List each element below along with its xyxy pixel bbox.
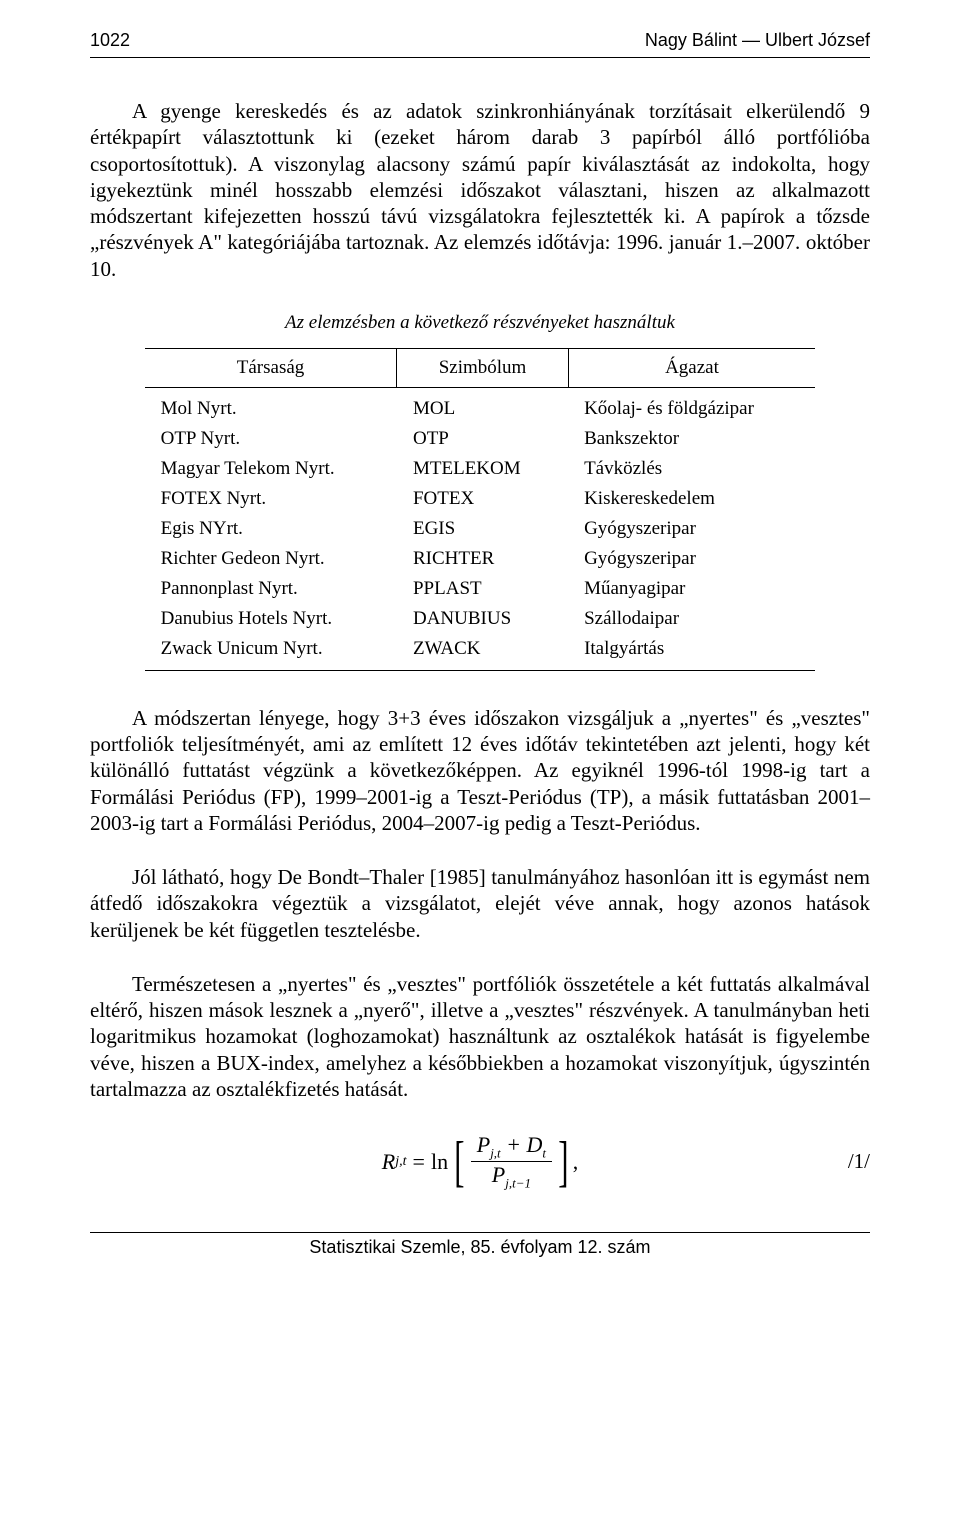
table-header-row: Társaság Szimbólum Ágazat — [145, 348, 816, 387]
eq-numerator: Pj,t + Dt — [471, 1132, 552, 1162]
footer-rule — [90, 1232, 870, 1233]
cell-symbol: EGIS — [397, 514, 568, 544]
cell-sector: Gyógyszeripar — [568, 514, 815, 544]
table-row: OTP Nyrt. OTP Bankszektor — [145, 424, 816, 454]
cell-company: Zwack Unicum Nyrt. — [145, 634, 397, 671]
header-rule — [90, 57, 870, 58]
eq-num-plus: + — [501, 1132, 527, 1157]
cell-sector: Bankszektor — [568, 424, 815, 454]
page-number: 1022 — [90, 30, 130, 51]
page: 1022 Nagy Bálint — Ulbert József A gyeng… — [0, 0, 960, 1308]
table-row: FOTEX Nyrt. FOTEX Kiskereskedelem — [145, 484, 816, 514]
eq-num-sub2: t — [542, 1145, 546, 1160]
cell-sector: Kőolaj- és földgázipar — [568, 387, 815, 424]
cell-company: Danubius Hotels Nyrt. — [145, 604, 397, 634]
cell-sector: Gyógyszeripar — [568, 544, 815, 574]
cell-company: FOTEX Nyrt. — [145, 484, 397, 514]
cell-symbol: OTP — [397, 424, 568, 454]
table-row: Pannonplast Nyrt. PPLAST Műanyagipar — [145, 574, 816, 604]
table-row: Zwack Unicum Nyrt. ZWACK Italgyártás — [145, 634, 816, 671]
col-symbol: Szimbólum — [397, 348, 568, 387]
eq-den-var: P — [492, 1162, 505, 1187]
table-row: Egis NYrt. EGIS Gyógyszeripar — [145, 514, 816, 544]
table-row: Magyar Telekom Nyrt. MTELEKOM Távközlés — [145, 454, 816, 484]
paragraph-4: Természetesen a „nyertes" és „vesztes" p… — [90, 971, 870, 1102]
cell-symbol: RICHTER — [397, 544, 568, 574]
table-row: Richter Gedeon Nyrt. RICHTER Gyógyszerip… — [145, 544, 816, 574]
eq-trailing: , — [573, 1149, 579, 1175]
equation-number: /1/ — [848, 1149, 870, 1174]
eq-num-var2: D — [527, 1132, 543, 1157]
paragraph-1: A gyenge kereskedés és az adatok szinkro… — [90, 98, 870, 282]
table-caption: Az elemzésben a következő részvényeket h… — [90, 312, 870, 334]
paragraph-3: Jól látható, hogy De Bondt–Thaler [1985]… — [90, 864, 870, 943]
table-row: Danubius Hotels Nyrt. DANUBIUS Szállodai… — [145, 604, 816, 634]
cell-symbol: MTELEKOM — [397, 454, 568, 484]
equation-1: Rj,t = ln [ Pj,t + Dt Pj,t−1 ] , /1/ — [90, 1132, 870, 1192]
cell-company: Magyar Telekom Nyrt. — [145, 454, 397, 484]
cell-sector: Kiskereskedelem — [568, 484, 815, 514]
running-header: 1022 Nagy Bálint — Ulbert József — [90, 30, 870, 51]
col-company: Társaság — [145, 348, 397, 387]
eq-right-bracket: ] — [558, 1134, 568, 1190]
cell-sector: Műanyagipar — [568, 574, 815, 604]
eq-equals: = — [413, 1149, 425, 1175]
cell-sector: Távközlés — [568, 454, 815, 484]
cell-company: Mol Nyrt. — [145, 387, 397, 424]
cell-company: Pannonplast Nyrt. — [145, 574, 397, 604]
eq-left-bracket: [ — [454, 1134, 464, 1190]
eq-lhs-var: R — [382, 1149, 395, 1175]
eq-lhs-sub: j,t — [395, 1154, 406, 1170]
header-authors: Nagy Bálint — Ulbert József — [645, 30, 870, 51]
cell-company: Egis NYrt. — [145, 514, 397, 544]
footer-text: Statisztikai Szemle, 85. évfolyam 12. sz… — [90, 1237, 870, 1258]
cell-company: OTP Nyrt. — [145, 424, 397, 454]
table-row: Mol Nyrt. MOL Kőolaj- és földgázipar — [145, 387, 816, 424]
eq-num-sub1: j,t — [490, 1145, 500, 1160]
paragraph-3-text: Jól látható, hogy De Bondt–Thaler [1985]… — [90, 865, 870, 942]
eq-num-var1: P — [477, 1132, 490, 1157]
cell-symbol: DANUBIUS — [397, 604, 568, 634]
cell-symbol: FOTEX — [397, 484, 568, 514]
equation-body: Rj,t = ln [ Pj,t + Dt Pj,t−1 ] , — [382, 1132, 578, 1192]
cell-symbol: ZWACK — [397, 634, 568, 671]
stocks-table: Társaság Szimbólum Ágazat Mol Nyrt. MOL … — [145, 348, 816, 671]
paragraph-1-text: A gyenge kereskedés és az adatok szinkro… — [90, 99, 870, 281]
eq-denominator: Pj,t−1 — [486, 1162, 537, 1191]
paragraph-4-text: Természetesen a „nyertes" és „vesztes" p… — [90, 972, 870, 1101]
cell-symbol: PPLAST — [397, 574, 568, 604]
cell-company: Richter Gedeon Nyrt. — [145, 544, 397, 574]
eq-ln: ln — [431, 1149, 448, 1175]
paragraph-2: A módszertan lényege, hogy 3+3 éves idős… — [90, 705, 870, 836]
paragraph-2-text: A módszertan lényege, hogy 3+3 éves idős… — [90, 706, 870, 835]
cell-symbol: MOL — [397, 387, 568, 424]
cell-sector: Italgyártás — [568, 634, 815, 671]
eq-fraction: Pj,t + Dt Pj,t−1 — [471, 1132, 552, 1192]
cell-sector: Szállodaipar — [568, 604, 815, 634]
eq-den-sub: j,t−1 — [505, 1176, 531, 1191]
col-sector: Ágazat — [568, 348, 815, 387]
